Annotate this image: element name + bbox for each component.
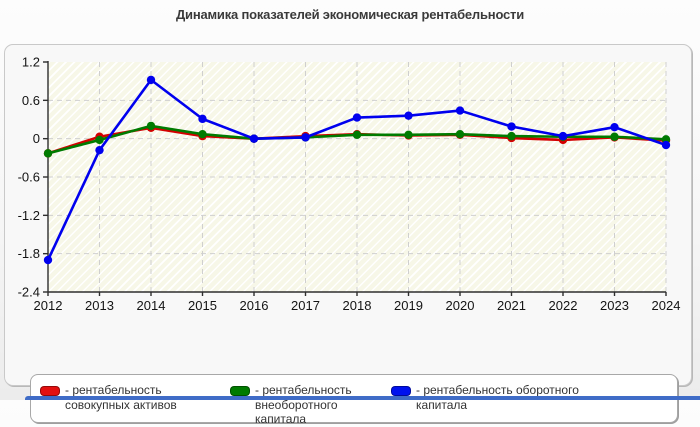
svg-text:-1.2: -1.2 <box>18 208 40 223</box>
svg-text:2021: 2021 <box>497 298 526 313</box>
svg-text:2012: 2012 <box>34 298 63 313</box>
svg-text:2014: 2014 <box>137 298 166 313</box>
svg-text:2016: 2016 <box>240 298 269 313</box>
svg-text:2013: 2013 <box>85 298 114 313</box>
svg-text:0.6: 0.6 <box>22 93 40 108</box>
page-title: Динамика показателей экономическая рента… <box>175 7 524 22</box>
svg-text:2020: 2020 <box>446 298 475 313</box>
background-window-edge <box>25 396 700 400</box>
svg-text:-0.6: -0.6 <box>18 170 40 185</box>
blue-series-swatch-icon <box>391 386 411 396</box>
svg-text:2022: 2022 <box>549 298 578 313</box>
svg-text:0: 0 <box>33 131 40 146</box>
svg-text:2019: 2019 <box>394 298 423 313</box>
svg-text:-2.4: -2.4 <box>18 285 40 300</box>
red-series-swatch-icon <box>40 386 60 396</box>
svg-text:-1.8: -1.8 <box>18 246 40 261</box>
svg-text:2018: 2018 <box>343 298 372 313</box>
green-series-swatch-icon <box>230 386 250 396</box>
svg-text:2024: 2024 <box>652 298 681 313</box>
svg-text:2023: 2023 <box>600 298 629 313</box>
svg-text:2015: 2015 <box>188 298 217 313</box>
svg-text:2017: 2017 <box>291 298 320 313</box>
svg-text:1.2: 1.2 <box>22 55 40 70</box>
